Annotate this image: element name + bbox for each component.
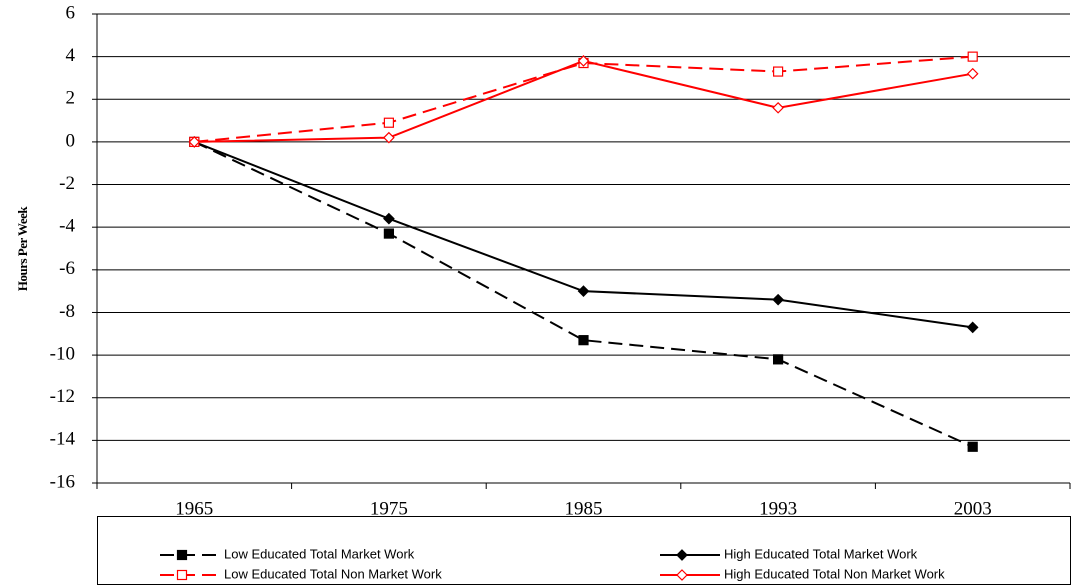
- y-tick-label: -6: [59, 258, 75, 279]
- data-point: [772, 101, 784, 114]
- x-tick-label: 2003: [954, 498, 992, 519]
- data-point: [772, 66, 784, 77]
- y-tick-label: 0: [66, 130, 76, 151]
- y-axis-label: Hours Per Week: [15, 206, 30, 292]
- y-tick-label: 6: [66, 2, 76, 23]
- legend-label: High Educated Total Non Market Work: [724, 566, 945, 581]
- legend-label: High Educated Total Market Work: [724, 546, 918, 561]
- data-point: [577, 285, 590, 297]
- legend-marker: [176, 549, 188, 561]
- legend-label: Low Educated Total Market Work: [224, 546, 415, 561]
- x-tick-label: 1985: [565, 498, 603, 519]
- x-tick-label: 1993: [759, 498, 797, 519]
- data-point: [578, 335, 589, 346]
- data-point: [383, 228, 394, 239]
- data-point: [772, 354, 784, 365]
- y-tick-label: -8: [59, 301, 75, 322]
- data-point: [383, 117, 394, 128]
- data-point: [772, 293, 784, 306]
- y-tick-label: -16: [50, 471, 75, 492]
- y-tick-label: 2: [66, 88, 76, 109]
- series-line: [193, 141, 974, 448]
- y-tick-label: -2: [59, 173, 75, 194]
- legend-marker: [176, 569, 188, 581]
- series-line: [193, 140, 973, 329]
- data-point: [967, 441, 978, 452]
- y-tick-label: -10: [50, 343, 75, 364]
- data-point: [383, 212, 395, 225]
- x-tick-label: 1965: [175, 498, 213, 519]
- data-point: [188, 136, 201, 148]
- x-tick-label: 1975: [370, 498, 408, 519]
- y-tick-label: -14: [50, 429, 76, 450]
- data-point: [967, 51, 978, 62]
- legend-marker: [676, 569, 688, 581]
- data-point: [577, 55, 590, 67]
- legend-box: [97, 516, 1071, 585]
- y-tick-label: 4: [66, 45, 76, 66]
- data-point: [966, 321, 979, 334]
- y-tick-label: -12: [50, 386, 75, 407]
- y-tick-label: -4: [59, 216, 75, 237]
- legend-label: Low Educated Total Non Market Work: [224, 566, 442, 581]
- data-point: [966, 67, 979, 80]
- data-point: [383, 131, 395, 144]
- legend-marker: [676, 549, 688, 561]
